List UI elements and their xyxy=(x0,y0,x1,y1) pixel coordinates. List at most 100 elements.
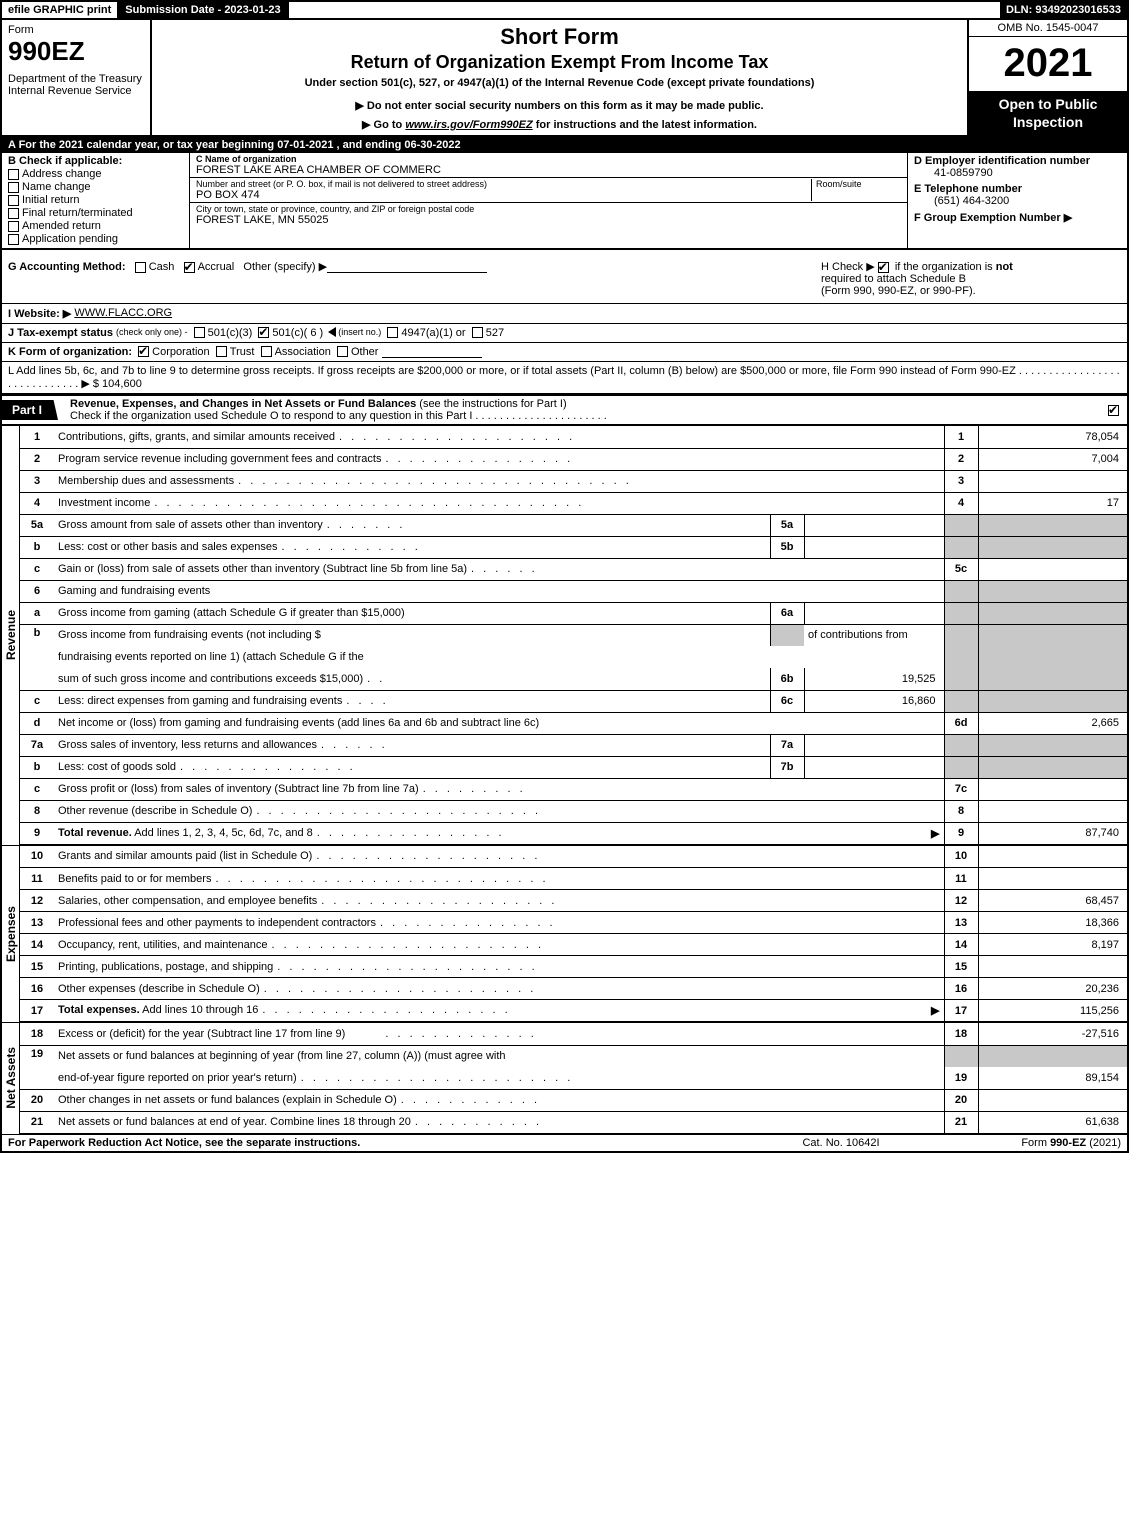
part-i-check-line: Check if the organization used Schedule … xyxy=(70,410,607,422)
line-1: 1 Contributions, gifts, grants, and simi… xyxy=(20,426,1128,448)
irs-link[interactable]: www.irs.gov/Form990EZ xyxy=(405,119,532,131)
line-6b-3: sum of such gross income and contributio… xyxy=(20,668,1128,690)
line-18: 18 Excess or (deficit) for the year (Sub… xyxy=(20,1023,1128,1045)
line-13: 13 Professional fees and other payments … xyxy=(20,912,1128,934)
line-7c: c Gross profit or (loss) from sales of i… xyxy=(20,778,1128,800)
h-line2: required to attach Schedule B xyxy=(821,273,966,285)
net-assets-section: Net Assets 18 Excess or (deficit) for th… xyxy=(0,1022,1129,1134)
line-6c: c Less: direct expenses from gaming and … xyxy=(20,690,1128,712)
l-value: 104,600 xyxy=(102,378,142,390)
row-i-website: I Website: ▶ WWW.FLACC.ORG xyxy=(0,304,1129,324)
line-11: 11 Benefits paid to or for members. . . … xyxy=(20,868,1128,890)
chk-501c[interactable] xyxy=(258,327,269,338)
chk-association[interactable] xyxy=(261,346,272,357)
privacy-note: ▶ Do not enter social security numbers o… xyxy=(160,99,959,112)
col-def: D Employer identification number 41-0859… xyxy=(907,153,1127,248)
chk-initial-return[interactable]: Initial return xyxy=(8,194,183,206)
row-k-form-org: K Form of organization: Corporation Trus… xyxy=(0,343,1129,362)
chk-application-pending[interactable]: Application pending xyxy=(8,233,183,245)
chk-name-change[interactable]: Name change xyxy=(8,181,183,193)
chk-cash[interactable] xyxy=(135,262,146,273)
h-line3: (Form 990, 990-EZ, or 990-PF). xyxy=(821,285,976,297)
chk-501c3[interactable] xyxy=(194,327,205,338)
chk-527[interactable] xyxy=(472,327,483,338)
h-post: if the organization is xyxy=(892,261,996,273)
note2-pre: ▶ Go to xyxy=(362,119,405,131)
other-specify-line xyxy=(327,261,487,273)
row-l-gross-receipts: L Add lines 5b, 6c, and 7b to line 9 to … xyxy=(0,362,1129,395)
chk-final-return[interactable]: Final return/terminated xyxy=(8,207,183,219)
other-org-line xyxy=(382,346,482,358)
chk-address-change[interactable]: Address change xyxy=(8,168,183,180)
part-i-title: Revenue, Expenses, and Changes in Net As… xyxy=(66,396,1103,424)
col-b-checkboxes: B Check if applicable: Address change Na… xyxy=(2,153,190,248)
line-6a: a Gross income from gaming (attach Sched… xyxy=(20,602,1128,624)
e-label: E Telephone number xyxy=(914,183,1121,195)
header-left: Form 990EZ Department of the Treasury In… xyxy=(2,20,152,135)
part-i-tab: Part I xyxy=(2,400,58,420)
expenses-section: Expenses 10 Grants and similar amounts p… xyxy=(0,845,1129,1023)
line-8: 8 Other revenue (describe in Schedule O)… xyxy=(20,800,1128,822)
omb-number: OMB No. 1545-0047 xyxy=(969,20,1127,37)
expenses-table: 10 Grants and similar amounts paid (list… xyxy=(20,846,1129,1023)
header-right: OMB No. 1545-0047 2021 Open to Public In… xyxy=(967,20,1127,135)
line-12: 12 Salaries, other compensation, and emp… xyxy=(20,890,1128,912)
b-label: B Check if applicable: xyxy=(8,155,183,167)
line-17: 17 Total expenses. Add lines 10 through … xyxy=(20,1000,1128,1022)
chk-h[interactable] xyxy=(878,262,889,273)
note2-post: for instructions and the latest informat… xyxy=(533,119,757,131)
netassets-table: 18 Excess or (deficit) for the year (Sub… xyxy=(20,1023,1129,1134)
line-4: 4 Investment income. . . . . . . . . . .… xyxy=(20,492,1128,514)
revenue-side-label: Revenue xyxy=(0,426,20,845)
chk-accrual[interactable] xyxy=(184,262,195,273)
website-value[interactable]: WWW.FLACC.ORG xyxy=(74,307,172,320)
part-i-checkbox[interactable] xyxy=(1103,404,1127,416)
ein-value: 41-0859790 xyxy=(914,167,1121,179)
chk-trust[interactable] xyxy=(216,346,227,357)
line-5c: c Gain or (loss) from sale of assets oth… xyxy=(20,558,1128,580)
short-form-title: Short Form xyxy=(160,24,959,50)
org-name: FOREST LAKE AREA CHAMBER OF COMMERC xyxy=(196,164,901,176)
tax-year: 2021 xyxy=(969,37,1127,91)
col-c-org-info: C Name of organization FOREST LAKE AREA … xyxy=(190,153,907,248)
l-text: L Add lines 5b, 6c, and 7b to line 9 to … xyxy=(8,365,1120,390)
h-not: not xyxy=(996,261,1013,273)
revenue-section: Revenue 1 Contributions, gifts, grants, … xyxy=(0,426,1129,845)
netassets-side-label: Net Assets xyxy=(0,1023,20,1134)
h-check: H Check ▶ if the organization is not req… xyxy=(821,260,1121,297)
street-value: PO BOX 474 xyxy=(196,189,811,201)
line-19-2: end-of-year figure reported on prior yea… xyxy=(20,1067,1128,1089)
f-label: F Group Exemption Number ▶ xyxy=(914,211,1121,224)
line-9: 9 Total revenue. Add lines 1, 2, 3, 4, 5… xyxy=(20,822,1128,844)
line-6: 6 Gaming and fundraising events xyxy=(20,580,1128,602)
top-bar: efile GRAPHIC print Submission Date - 20… xyxy=(0,0,1129,20)
chk-corporation[interactable] xyxy=(138,346,149,357)
form-word: Form xyxy=(8,24,144,36)
part-i-header: Part I Revenue, Expenses, and Changes in… xyxy=(0,395,1129,426)
arrow-left-icon xyxy=(328,327,336,337)
line-20: 20 Other changes in net assets or fund b… xyxy=(20,1089,1128,1111)
top-spacer xyxy=(289,2,1000,18)
line-14: 14 Occupancy, rent, utilities, and maint… xyxy=(20,934,1128,956)
f-section: F Group Exemption Number ▶ xyxy=(914,211,1121,224)
footer-left: For Paperwork Reduction Act Notice, see … xyxy=(8,1137,741,1149)
instructions-note: ▶ Go to www.irs.gov/Form990EZ for instru… xyxy=(160,118,959,131)
j-sub: (check only one) - xyxy=(116,327,188,339)
chk-4947[interactable] xyxy=(387,327,398,338)
dln-label: DLN: 93492023016533 xyxy=(1000,2,1127,18)
row-a-tax-year: A For the 2021 calendar year, or tax yea… xyxy=(0,137,1129,153)
submission-date: Submission Date - 2023-01-23 xyxy=(119,2,288,18)
e-section: E Telephone number (651) 464-3200 xyxy=(914,183,1121,207)
footer-right: Form 990-EZ (2021) xyxy=(941,1137,1121,1149)
chk-amended-return[interactable]: Amended return xyxy=(8,220,183,232)
chk-other-org[interactable] xyxy=(337,346,348,357)
block-bcdef: B Check if applicable: Address change Na… xyxy=(0,153,1129,250)
line-7a: 7a Gross sales of inventory, less return… xyxy=(20,734,1128,756)
header-middle: Short Form Return of Organization Exempt… xyxy=(152,20,967,135)
row-j-tax-exempt: J Tax-exempt status (check only one) - 5… xyxy=(0,324,1129,343)
g-accounting: G Accounting Method: Cash Accrual Other … xyxy=(8,260,821,297)
revenue-table: 1 Contributions, gifts, grants, and simi… xyxy=(20,426,1129,845)
phone-value: (651) 464-3200 xyxy=(914,195,1121,207)
line-7b: b Less: cost of goods sold. . . . . . . … xyxy=(20,756,1128,778)
line-5b: b Less: cost or other basis and sales ex… xyxy=(20,536,1128,558)
